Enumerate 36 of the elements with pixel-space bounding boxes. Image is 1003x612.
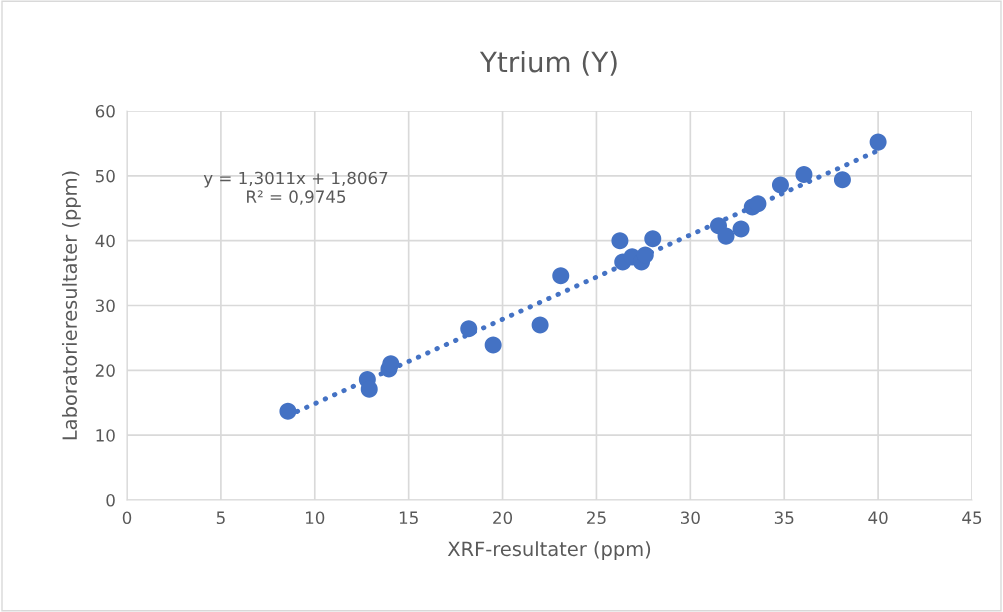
point bbox=[833, 171, 851, 189]
point bbox=[484, 336, 502, 354]
x-tick-label: 15 bbox=[399, 511, 418, 525]
x-tick-label: 25 bbox=[587, 511, 606, 525]
x-tick-label: 35 bbox=[774, 511, 794, 525]
point bbox=[552, 267, 570, 285]
point bbox=[279, 402, 297, 420]
point bbox=[636, 246, 654, 264]
chart-title: Ytrium (Y) bbox=[479, 51, 617, 76]
x-tick-label: 45 bbox=[962, 511, 982, 525]
point bbox=[531, 316, 549, 334]
y-tick-label: 50 bbox=[95, 169, 115, 183]
x-tick-label: 0 bbox=[122, 511, 132, 525]
annotation: y = 1,3011x + 1,8067 R² = 0,9745 bbox=[203, 171, 388, 205]
y-tick-label: 30 bbox=[95, 299, 115, 313]
y-tick-label: 60 bbox=[95, 104, 115, 118]
point bbox=[749, 195, 767, 213]
y-tick-label: 20 bbox=[95, 364, 115, 377]
point bbox=[717, 227, 735, 245]
y-axis-title: Laboratorieresultater (ppm) bbox=[61, 171, 81, 440]
point bbox=[732, 220, 750, 238]
point bbox=[795, 166, 813, 184]
y-tick-label: 40 bbox=[95, 234, 115, 248]
x-tick-label: 30 bbox=[681, 511, 700, 525]
point bbox=[611, 232, 629, 250]
x-axis-title: XRF-resultater (ppm) bbox=[447, 541, 651, 560]
point bbox=[771, 176, 789, 194]
x-tick-label: 20 bbox=[493, 511, 513, 525]
x-tick-label: 10 bbox=[306, 511, 325, 525]
x-tick-label: 5 bbox=[216, 511, 225, 525]
y-tick-label: 10 bbox=[96, 429, 115, 442]
point bbox=[460, 320, 478, 338]
point bbox=[644, 230, 662, 248]
y-tick-label: 0 bbox=[106, 493, 115, 507]
x-tick-label: 40 bbox=[868, 511, 888, 525]
point bbox=[869, 133, 887, 151]
